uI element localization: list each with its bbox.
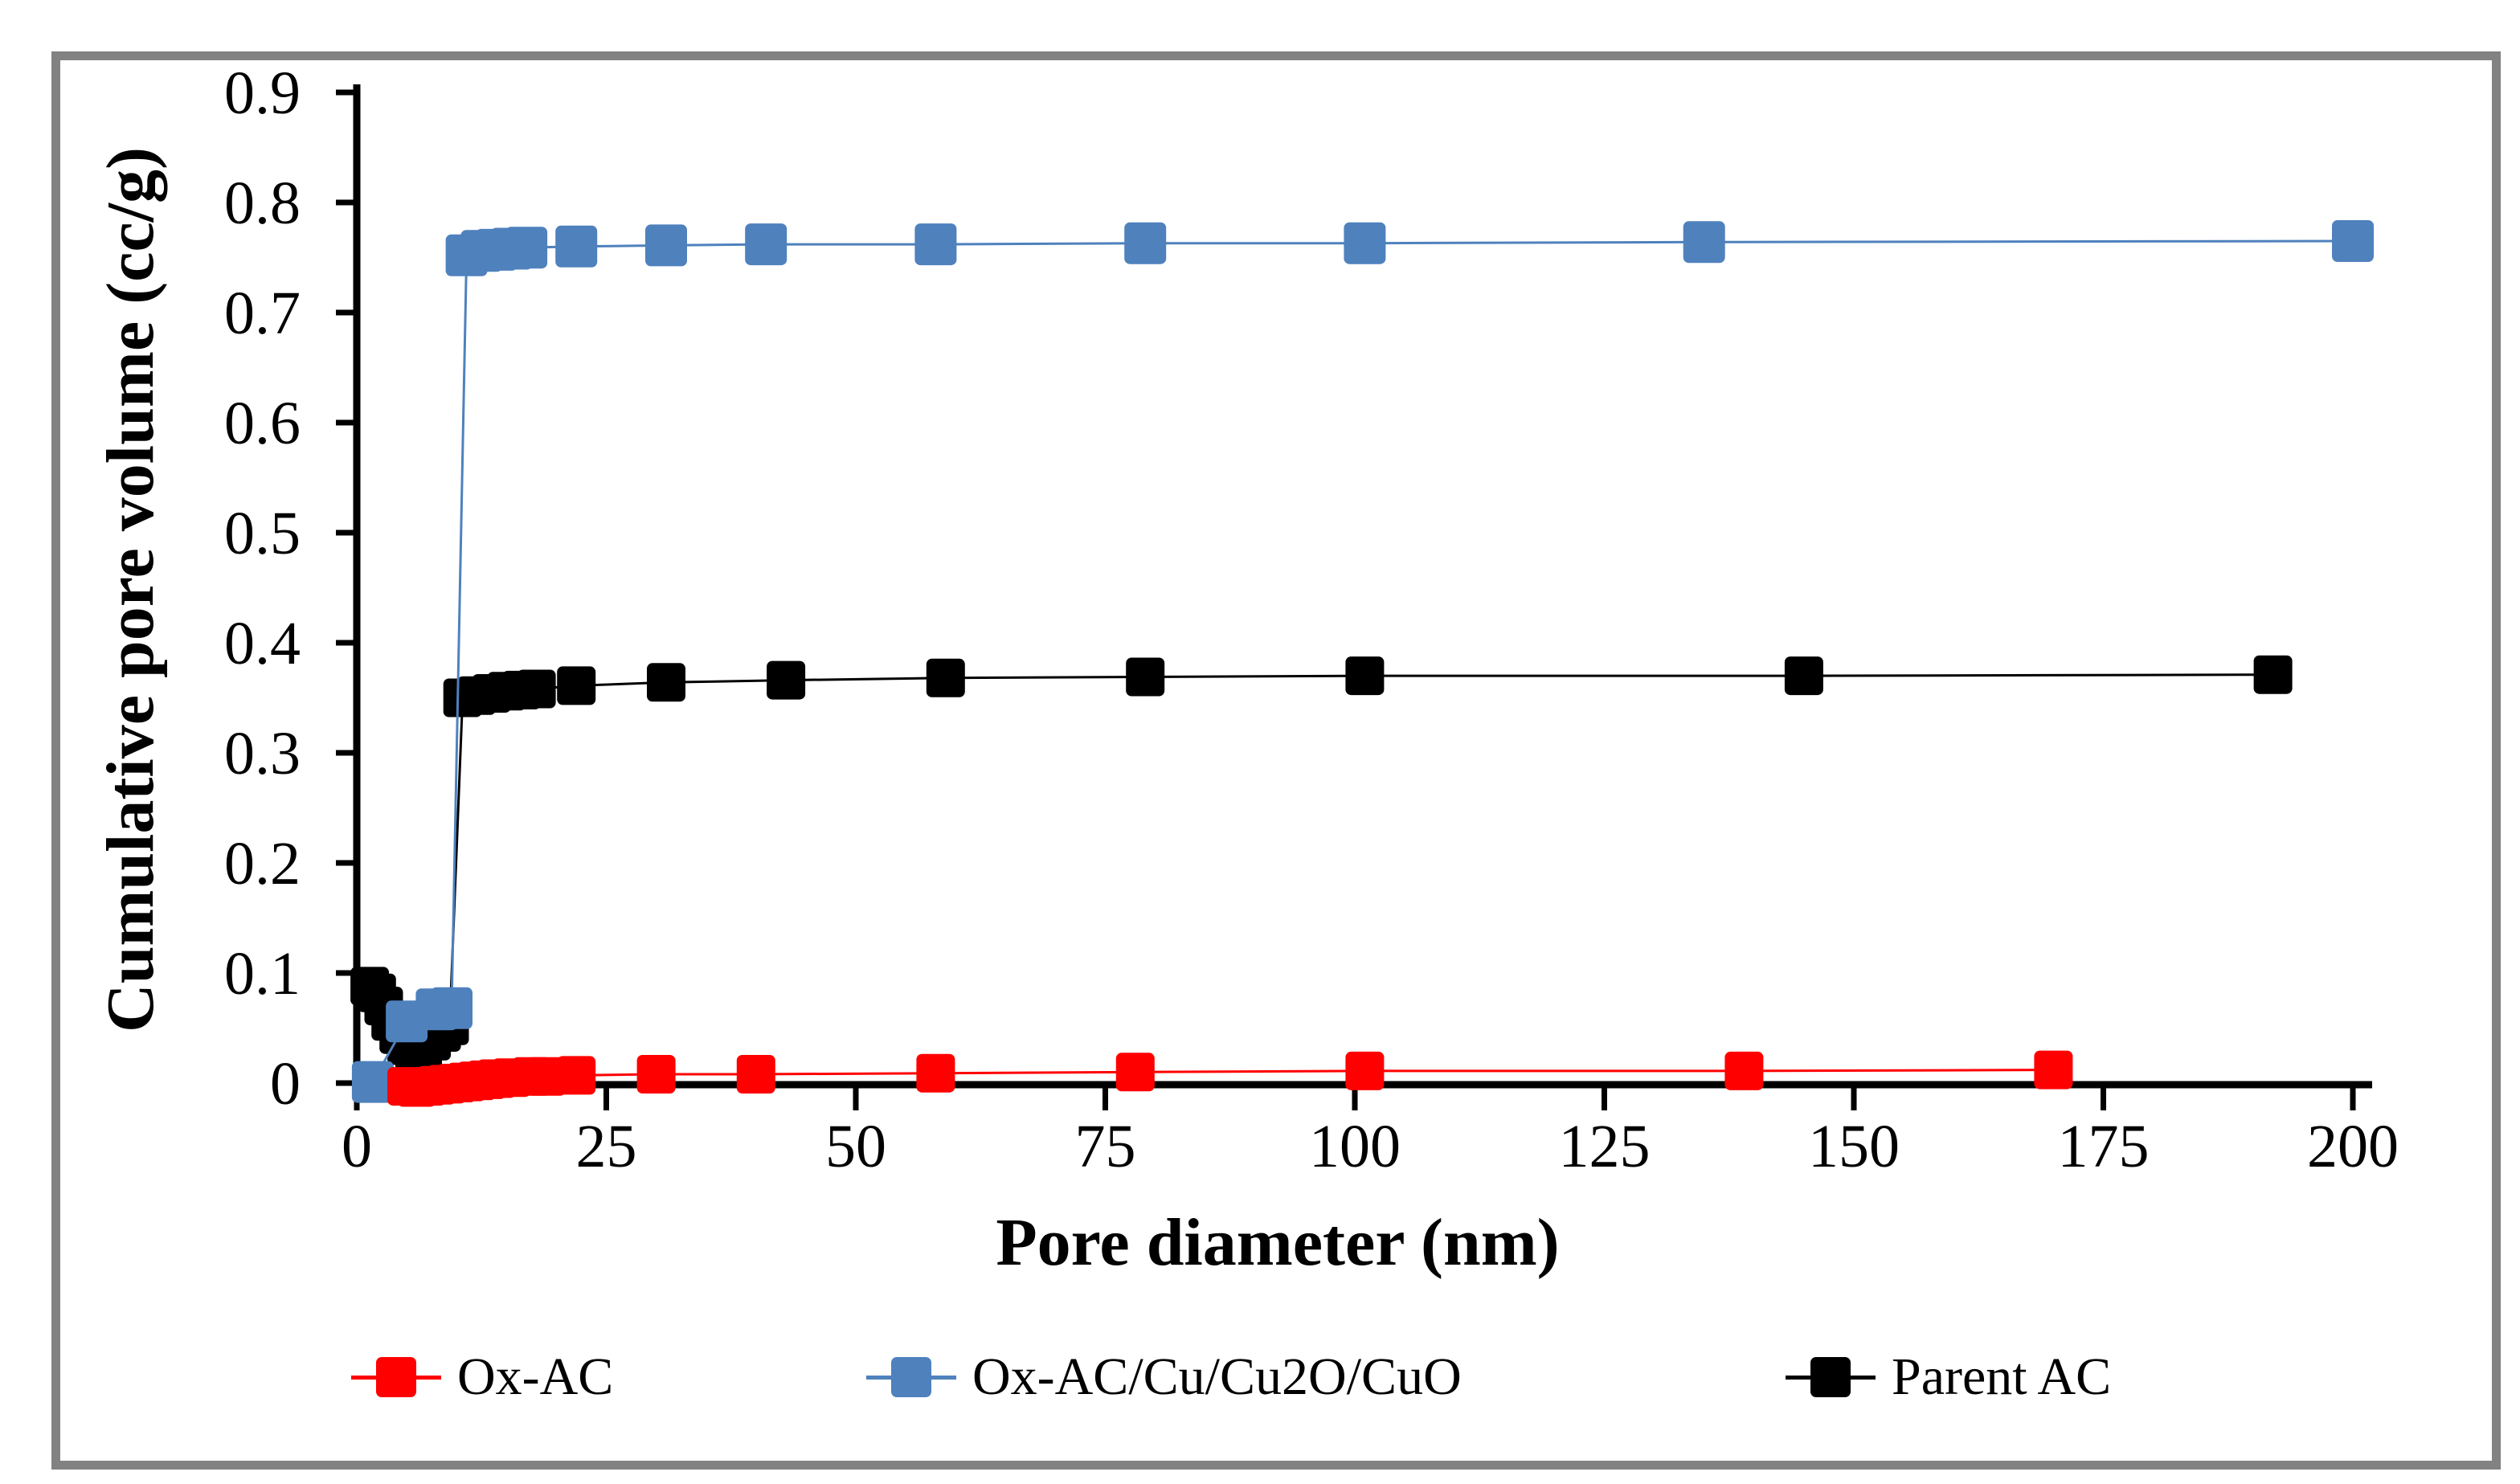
series-ox-ac-cu-cu2o-cuo [351,220,2374,1103]
x-tick-label: 175 [2058,1113,2150,1180]
data-point-marker [647,663,685,702]
data-point-marker [1115,1053,1155,1092]
x-tick-label: 25 [576,1113,637,1180]
x-tick-label: 125 [1559,1113,1651,1180]
series-ox-ac [387,1050,2073,1107]
y-tick-label: 0.1 [224,940,301,1008]
x-tick-label: 50 [825,1113,886,1180]
y-tick-label: 0.5 [224,500,301,567]
legend-item-ox-ac: Ox-AC [351,1347,614,1406]
data-point-marker [914,223,957,266]
y-axis: 0 0.1 0.2 0.3 0.4 0.5 0.6 0.7 0.8 0.9 [224,59,361,1118]
x-axis-title: Pore diameter (nm) [996,1205,1560,1280]
y-tick-label: 0.2 [224,830,301,897]
x-tick-label: 200 [2307,1113,2399,1180]
y-tick-label: 0 [270,1050,301,1118]
data-point-marker [517,669,556,709]
data-point-marker [1345,656,1385,696]
data-point-marker [1345,1051,1385,1090]
y-tick-label: 0.9 [224,59,301,127]
y-axis-title: Cumulative pore volume (cc/g) [93,147,168,1032]
data-point-marker [1124,222,1167,264]
data-point-marker [645,224,687,267]
data-point-marker [555,225,598,268]
x-tick-label: 100 [1309,1113,1401,1180]
y-tick-label: 0.6 [224,390,301,457]
y-tick-label: 0.4 [224,610,301,677]
x-axis: 0 25 50 75 100 125 150 175 200 [342,1081,2399,1180]
data-point-marker [2332,220,2374,262]
legend-item-ox-ac-cu-cu2o-cuo: Ox-AC/Cu/Cu2O/CuO [866,1347,1462,1406]
data-point-marker [557,666,596,705]
figure-frame [51,51,2501,1470]
legend-label-ox-ac: Ox-AC [457,1347,614,1406]
data-point-marker [431,987,472,1029]
legend-marker-ox-ac [351,1353,441,1401]
legend-square [376,1357,416,1397]
data-point-marker [2253,655,2293,694]
y-tick-label: 0.3 [224,720,301,787]
legend-marker-ox-ac-cu-cu2o-cuo [866,1353,956,1401]
data-point-marker [527,1057,566,1096]
series-parent-ac [350,655,2293,1072]
y-tick-label: 0.7 [224,280,301,347]
data-point-marker [1683,221,1725,264]
legend-item-parent-ac: Parent AC [1786,1347,2112,1406]
series-line [369,673,2273,1054]
legend-square [891,1357,931,1397]
data-point-marker [1126,657,1165,697]
legend-label-parent-ac: Parent AC [1892,1347,2112,1406]
x-tick-label: 150 [1808,1113,1900,1180]
legend-square [1810,1357,1851,1397]
legend-marker-parent-ac [1786,1353,1876,1401]
data-point-marker [557,1056,596,1095]
data-point-marker [916,1053,955,1093]
data-point-marker [926,658,965,697]
data-point-marker [1344,222,1386,264]
legend-label-ox-ac-cu-cu2o-cuo: Ox-AC/Cu/Cu2O/CuO [972,1347,1462,1406]
data-point-marker [767,660,806,700]
legend: Ox-AC Ox-AC/Cu/Cu2O/CuO Parent AC [0,1347,2520,1412]
y-tick-label: 0.8 [224,170,301,237]
x-tick-label: 75 [1075,1113,1136,1180]
data-point-marker [736,1055,775,1094]
data-point-marker [1724,1051,1764,1090]
data-point-marker [2034,1050,2073,1089]
data-point-marker [745,223,788,266]
data-point-marker [1784,656,1823,696]
data-point-marker [505,227,548,269]
data-point-marker [351,1061,394,1103]
x-tick-label: 0 [342,1113,372,1180]
data-point-marker [636,1055,676,1094]
